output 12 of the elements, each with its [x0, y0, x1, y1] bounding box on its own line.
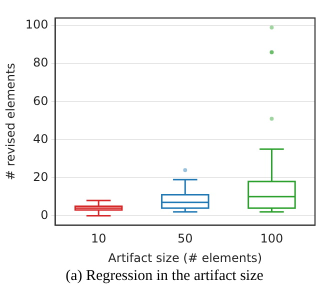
x-tick-label: 10: [90, 232, 106, 246]
y-tick-label: 60: [33, 94, 48, 108]
y-tick-label: 100: [25, 18, 48, 32]
x-axis-title: Artifact size (# elements): [108, 250, 262, 265]
y-tick-label: 40: [33, 132, 48, 146]
y-axis-title: # revised elements: [3, 63, 18, 180]
y-tick-label: 0: [40, 208, 48, 222]
y-tick-label: 80: [33, 56, 48, 70]
y-tick-label: 20: [33, 170, 48, 184]
text: (a) Regression in the artifact size: [64, 268, 264, 285]
x-tick-label: 100: [260, 232, 284, 246]
x-tick-label: 50: [178, 232, 193, 246]
